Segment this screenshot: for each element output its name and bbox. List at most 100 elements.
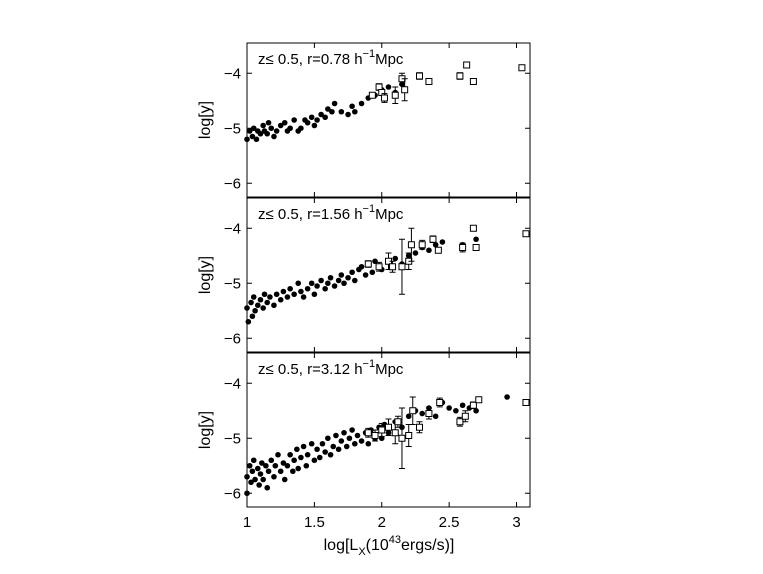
data-point-square	[405, 432, 413, 439]
data-point-filled	[314, 446, 320, 453]
data-point-filled	[352, 277, 358, 284]
panel-2-y-ticks: −4 −5 −6	[224, 220, 530, 347]
data-point-filled	[330, 443, 337, 450]
data-point-filled	[331, 100, 338, 107]
x-tick-label-1-5: 1.5	[304, 514, 325, 531]
data-point-square	[364, 429, 372, 437]
data-point-filled	[322, 285, 328, 292]
data-point-square	[415, 423, 423, 431]
y-tick-label: −4	[224, 220, 241, 237]
data-point-filled	[287, 285, 293, 292]
data-point-filled	[335, 277, 342, 284]
data-point-square	[472, 244, 480, 251]
data-point-filled	[268, 457, 275, 464]
data-point-filled	[419, 410, 425, 417]
data-point-filled	[352, 440, 358, 447]
data-point-filled	[271, 133, 277, 140]
data-point-filled	[252, 476, 258, 483]
data-point-filled	[385, 84, 392, 90]
y-tick-label: −6	[224, 330, 241, 347]
data-point-filled	[295, 465, 302, 472]
data-point-filled	[256, 482, 262, 488]
data-point-square	[463, 61, 471, 69]
data-point-filled	[259, 460, 265, 466]
panel-2-title: z≤ 0.5, r=1.56 h−1Mpc	[258, 203, 404, 223]
data-point-filled	[329, 108, 335, 115]
data-point-filled	[352, 108, 358, 115]
data-point-filled	[300, 443, 307, 450]
data-point-filled	[273, 128, 280, 134]
x-axis-label-end: ergs/s)]	[401, 537, 454, 554]
data-point-filled	[341, 429, 347, 436]
data-point-square	[364, 260, 372, 268]
data-point-filled	[325, 106, 331, 112]
data-point-filled	[308, 280, 315, 287]
data-point-filled	[338, 272, 345, 278]
data-point-filled	[273, 291, 280, 298]
data-point-filled	[257, 130, 264, 137]
data-point-filled	[268, 125, 275, 132]
panel-1-title-unit: Mpc	[375, 51, 404, 68]
data-point-square	[394, 418, 402, 426]
data-point-square	[407, 241, 415, 249]
data-point-square	[401, 86, 409, 94]
y-tick-label: −5	[224, 430, 241, 447]
data-point-square	[389, 263, 397, 271]
data-point-filled	[281, 476, 288, 483]
data-point-filled	[271, 302, 277, 309]
data-point-filled	[265, 468, 272, 475]
y-tick-label: −6	[224, 175, 241, 192]
data-point-filled	[345, 111, 351, 118]
data-point-filled	[245, 318, 252, 325]
data-point-filled	[264, 299, 271, 306]
data-point-filled	[327, 274, 334, 281]
data-point-filled	[439, 239, 446, 245]
data-point-filled	[432, 413, 439, 420]
data-point-filled	[343, 443, 350, 450]
data-point-filled	[260, 476, 266, 483]
data-point-filled	[349, 427, 355, 433]
x-tick-label-3: 3	[512, 514, 520, 531]
x-tick-label-2-5: 2.5	[439, 514, 460, 531]
data-point-filled	[271, 473, 277, 480]
data-point-filled	[291, 457, 297, 464]
data-point-filled	[358, 263, 365, 270]
data-point-filled	[284, 294, 291, 300]
data-point-square	[522, 399, 530, 406]
data-point-filled	[311, 122, 318, 129]
data-point-filled	[257, 471, 264, 477]
data-point-filled	[354, 432, 361, 439]
data-point-square	[425, 78, 433, 85]
data-point-filled	[346, 435, 353, 442]
data-point-filled	[392, 255, 399, 262]
data-point-filled	[248, 479, 254, 486]
data-point-filled	[349, 103, 355, 110]
data-point-filled	[345, 274, 351, 281]
panel-1-title-sup: −1	[363, 48, 376, 60]
data-point-square	[375, 263, 383, 271]
data-point-filled	[426, 247, 432, 254]
data-point-filled	[473, 236, 479, 243]
data-point-filled	[322, 114, 328, 121]
data-point-square	[522, 230, 530, 238]
data-point-filled	[316, 454, 323, 461]
data-point-square	[436, 399, 444, 406]
data-point-filled	[277, 296, 284, 303]
x-axis-label: log[LX(1043ergs/s)]	[324, 534, 455, 558]
x-tick-label-1: 1	[243, 514, 251, 531]
data-point-filled	[250, 457, 257, 464]
panel-3-title: z≤ 0.5, r=3.12 h−1Mpc	[258, 358, 404, 378]
data-point-filled	[304, 119, 311, 126]
data-point-square	[469, 224, 477, 232]
data-point-filled	[263, 462, 269, 469]
data-point-filled	[254, 302, 261, 309]
data-point-filled	[287, 125, 293, 132]
panel-3-title-unit: Mpc	[375, 361, 404, 378]
data-point-filled	[281, 119, 288, 126]
data-point-filled	[300, 294, 307, 300]
panel-1-ylabel: log[y]	[197, 101, 214, 139]
data-point-filled	[459, 402, 466, 409]
data-point-filled	[246, 128, 253, 134]
y-tick-label: −5	[224, 120, 241, 137]
